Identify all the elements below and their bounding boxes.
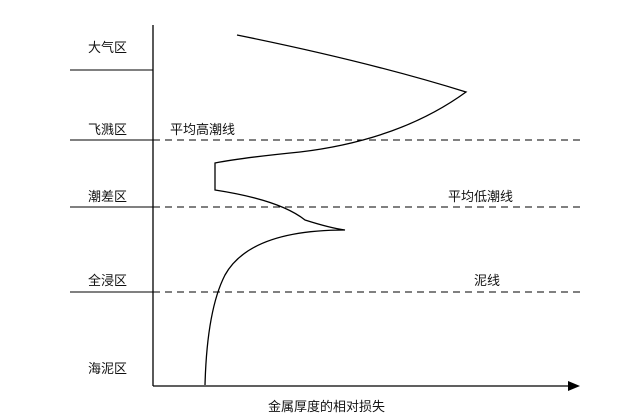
mud-line-label: 泥线 — [474, 274, 501, 289]
mean-high-tide-label: 平均高潮线 — [170, 123, 236, 138]
zone-label-atmospheric: 大气区 — [88, 41, 128, 56]
corrosion-loss-curve — [204, 34, 468, 386]
zone-label-immersion: 全浸区 — [88, 274, 128, 289]
x-axis-arrow — [568, 381, 580, 391]
zone-label-tidal: 潮差区 — [88, 190, 128, 205]
zone-label-mud: 海泥区 — [88, 362, 128, 377]
mean-low-tide-label: 平均低潮线 — [448, 190, 514, 205]
zone-label-splash: 飞溅区 — [88, 123, 128, 138]
x-axis-label: 金属厚度的相对损失 — [268, 400, 386, 415]
